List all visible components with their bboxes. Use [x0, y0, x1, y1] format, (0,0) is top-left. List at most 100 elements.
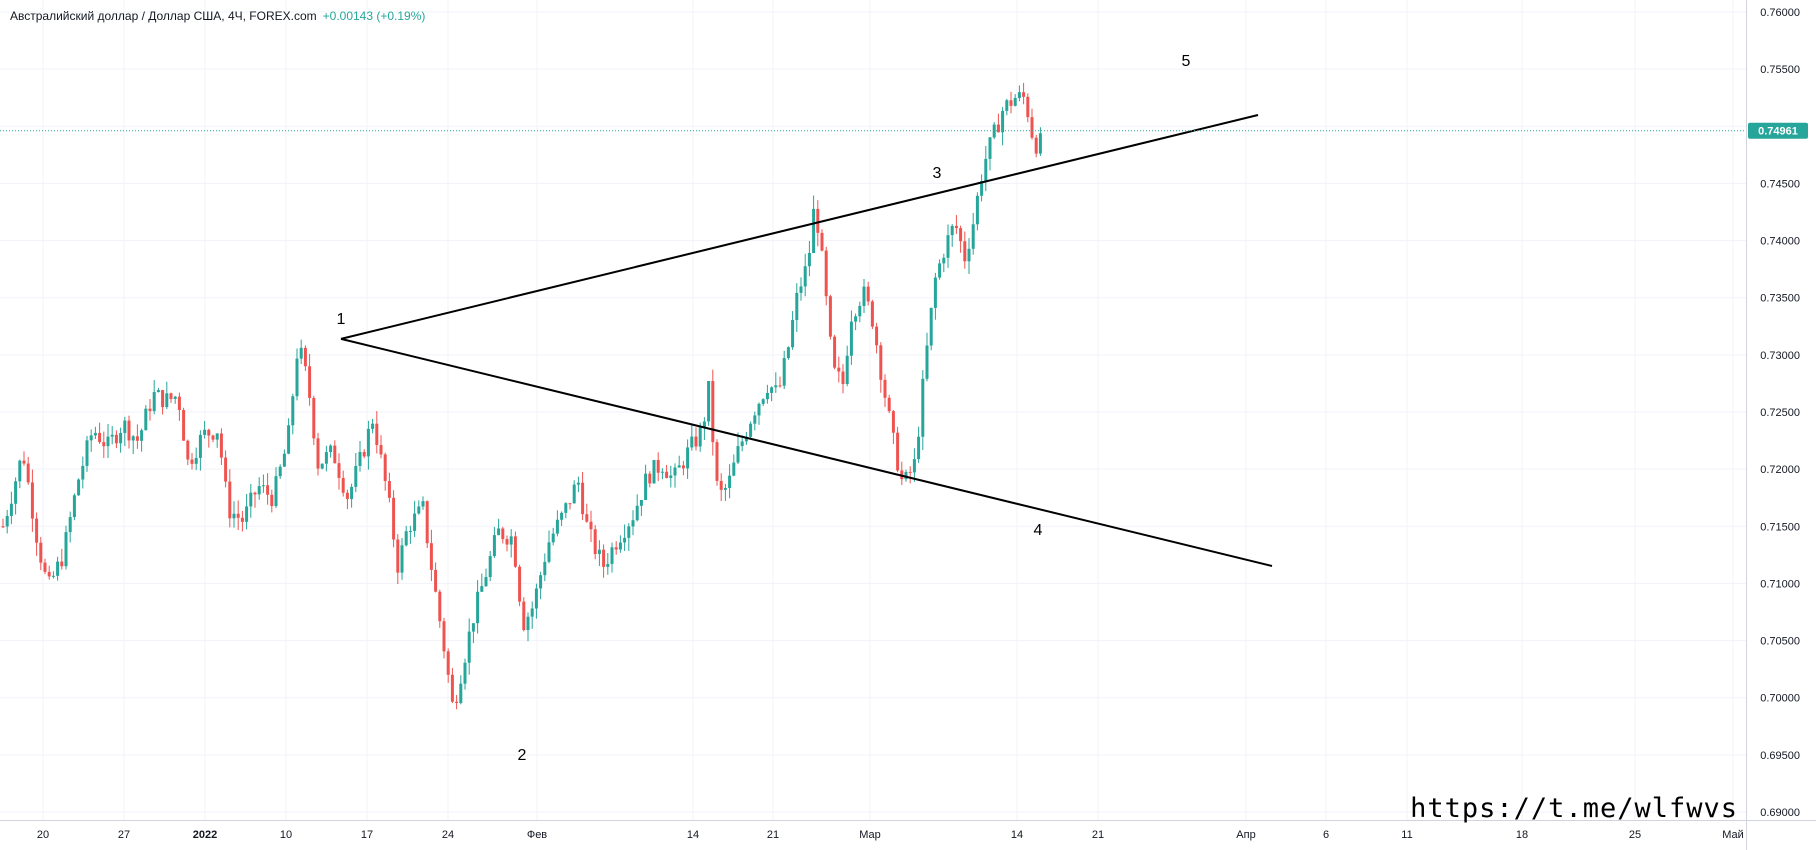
candle-body	[72, 495, 76, 518]
wave-label-1: 1	[337, 311, 346, 328]
last-price-label: 0.74961	[1758, 126, 1798, 138]
candle-body	[648, 473, 652, 484]
candle-body	[644, 473, 648, 500]
candle-body	[812, 208, 816, 253]
price-axis[interactable]: 0.760000.755000.750000.745000.740000.735…	[1746, 0, 1809, 850]
candle-body	[144, 408, 148, 431]
candle-body	[597, 549, 601, 555]
candle-body	[694, 436, 698, 447]
x-tick-label: 25	[1629, 829, 1641, 841]
candle-body	[81, 465, 85, 480]
candle-body	[786, 347, 790, 359]
candle-body	[450, 674, 454, 702]
candle-body	[971, 224, 975, 249]
y-tick-label: 0.70000	[1760, 693, 1800, 705]
y-tick-label: 0.73500	[1760, 293, 1800, 305]
candle-body	[572, 484, 576, 504]
candle-body	[228, 481, 232, 519]
y-tick-label: 0.69500	[1760, 750, 1800, 762]
candle-body	[379, 444, 383, 455]
candle-body	[875, 326, 879, 346]
candle-body	[963, 241, 967, 262]
candle-body	[778, 385, 782, 387]
candle-body	[47, 571, 51, 577]
candle-body	[60, 561, 64, 567]
candle-body	[417, 506, 421, 514]
x-tick-label: 18	[1516, 829, 1528, 841]
candle-body	[165, 393, 169, 408]
candle-body	[471, 623, 475, 632]
candle-body	[992, 124, 996, 138]
candle-body	[429, 543, 433, 570]
candle-body	[341, 477, 345, 493]
candle-body	[879, 345, 883, 380]
candle-body	[186, 440, 190, 460]
candle-body	[383, 454, 387, 482]
candle-body	[26, 463, 30, 483]
candle-body	[824, 250, 828, 297]
candle-body	[942, 257, 946, 264]
x-tick-label: 10	[280, 829, 292, 841]
candle-body	[463, 662, 467, 684]
candle-body	[858, 305, 862, 317]
candle-body	[744, 436, 748, 442]
candle-body	[770, 387, 774, 393]
candle-body	[631, 520, 635, 527]
candle-body	[652, 460, 656, 484]
candle-body	[975, 195, 979, 225]
candle-body	[484, 577, 488, 587]
candle-body	[35, 518, 39, 543]
candle-body	[753, 415, 757, 424]
candle-body	[291, 396, 295, 426]
candle-body	[715, 442, 719, 481]
candle-body	[295, 358, 299, 397]
candle-body	[110, 434, 114, 437]
candle-body	[749, 423, 753, 437]
candle-body	[954, 225, 958, 229]
x-tick-label: 11	[1401, 829, 1412, 841]
candle-body	[177, 396, 181, 411]
candle-body	[261, 485, 265, 487]
candle-body	[320, 463, 324, 469]
candle-body	[833, 336, 837, 368]
candle-body	[774, 385, 778, 388]
candle-body	[14, 481, 18, 504]
candle-body	[354, 465, 358, 487]
candle-body	[492, 535, 496, 557]
candle-body	[610, 547, 614, 564]
candle-body	[236, 513, 240, 518]
time-axis[interactable]: 20 27 2022 10 17 24 Фев 14 21 Мар 14 21 Апр 6 11 18 25 Ма…	[0, 820, 1816, 842]
candle-body	[266, 485, 270, 495]
candle-body	[480, 586, 484, 592]
candle-body	[950, 225, 954, 236]
candle-body	[476, 591, 480, 624]
candle-body	[707, 381, 711, 422]
candle-body	[891, 411, 895, 433]
y-tick-label: 0.72500	[1760, 407, 1800, 419]
candle-body	[534, 588, 538, 609]
chart-grid	[0, 0, 1746, 820]
candle-body	[866, 286, 870, 302]
candle-body	[1034, 137, 1038, 154]
y-tick-label: 0.71000	[1760, 578, 1800, 590]
x-tick-label: 17	[361, 829, 373, 841]
y-tick-label: 0.74500	[1760, 178, 1800, 190]
candle-body	[350, 486, 354, 500]
candle-body	[203, 429, 207, 435]
candle-body	[837, 367, 841, 372]
candle-body	[623, 537, 627, 543]
candle-body	[396, 539, 400, 573]
candle-body	[119, 432, 123, 444]
candle-body	[438, 591, 442, 622]
wave-labels-layer: 1 2 3 4 5	[337, 53, 1191, 764]
candle-body	[152, 392, 156, 412]
candle-body	[333, 445, 337, 464]
candle-body	[64, 532, 68, 567]
candle-body	[39, 542, 43, 563]
candle-body	[896, 432, 900, 471]
candle-body	[207, 429, 211, 436]
candle-body	[917, 436, 921, 460]
y-tick-label: 0.72000	[1760, 464, 1800, 476]
y-tick-label: 0.76000	[1760, 7, 1800, 19]
